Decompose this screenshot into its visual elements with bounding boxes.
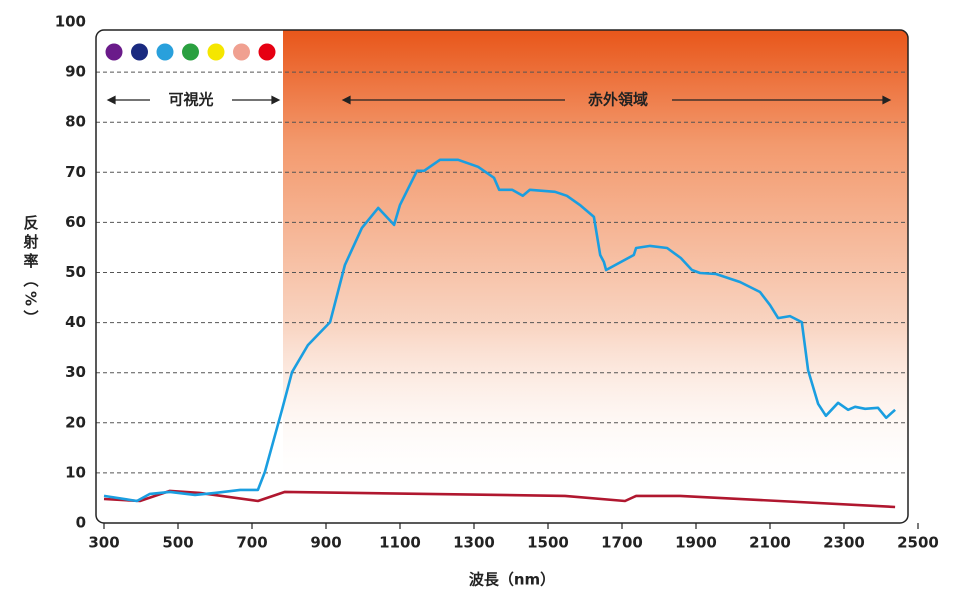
spectrum-dot — [131, 43, 148, 61]
spectrum-dot — [258, 43, 276, 61]
spectrum-dot — [156, 43, 174, 61]
x-tick-label: 1100 — [379, 534, 421, 552]
annotation: 可視光 — [168, 91, 213, 109]
y-tick-label: 10 — [65, 463, 86, 481]
infrared-arrow — [341, 95, 892, 105]
spectrum-dot — [105, 43, 123, 61]
y-tick-label: 90 — [65, 63, 86, 81]
x-tick-label: 2100 — [749, 534, 791, 552]
annotation: 赤外領域 — [588, 91, 648, 109]
x-tick-label: 1900 — [675, 534, 717, 552]
y-tick-label: 70 — [65, 163, 86, 181]
x-tick-label: 1700 — [601, 534, 643, 552]
x-tick-label: 900 — [310, 534, 341, 552]
x-tick-label: 1300 — [453, 534, 495, 552]
y-tick-label: 30 — [65, 363, 86, 381]
y-tick-label: 20 — [65, 413, 86, 431]
plot-frame — [95, 29, 909, 524]
x-tick-label: 700 — [236, 534, 267, 552]
x-tick-label: 2500 — [897, 534, 939, 552]
y-tick-label: 80 — [65, 113, 86, 131]
infrared-band — [283, 30, 908, 490]
x-tick-label: 2300 — [823, 534, 865, 552]
y-tick-label: 40 — [65, 313, 86, 331]
x-tick-label: 1500 — [527, 534, 569, 552]
spectrum-dot — [182, 43, 199, 61]
series-line — [103, 489, 896, 509]
visible-arrow — [106, 95, 281, 105]
x-tick-label: 300 — [88, 534, 119, 552]
spectrum-dot — [233, 43, 250, 61]
y-tick-label: 100 — [55, 13, 86, 31]
y-tick-label: 50 — [65, 263, 86, 281]
series-line — [103, 158, 896, 503]
y-axis-label: 反射率（%） — [22, 215, 40, 329]
grid — [96, 71, 908, 474]
y-tick-label: 0 — [76, 514, 86, 532]
x-tick-label: 500 — [162, 534, 193, 552]
x-axis-label: 波長（nm） — [469, 571, 555, 589]
y-tick-label: 60 — [65, 213, 86, 231]
spectrum-dot — [207, 43, 225, 61]
